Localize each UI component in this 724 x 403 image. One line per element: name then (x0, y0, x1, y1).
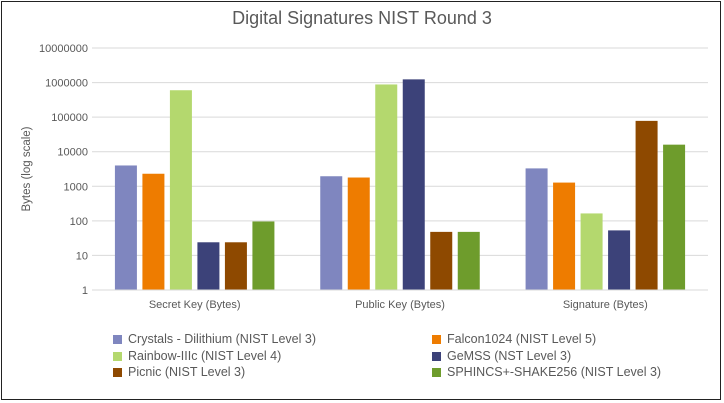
bar-crystals-1 (320, 176, 343, 290)
x-tick-label: Signature (Bytes) (563, 299, 648, 311)
bar-picnic-2 (635, 120, 658, 291)
bar-gemss-1 (402, 79, 425, 291)
x-tick-label: Secret Key (Bytes) (149, 299, 241, 311)
x-tick-label: Public Key (Bytes) (355, 299, 445, 311)
y-tick-label: 1000000 (45, 78, 88, 90)
bar-picnic-1 (430, 231, 453, 290)
bar-falcon1024-1 (347, 177, 370, 290)
bar-crystals-0 (114, 165, 137, 290)
bar-falcon1024-2 (553, 182, 576, 290)
y-tick-label: 100000 (51, 112, 88, 124)
bar-gemss-0 (197, 242, 220, 290)
y-tick-label: 1 (82, 285, 88, 297)
y-tick-label: 100 (70, 216, 88, 228)
bar-sphincs-shake256-0 (252, 221, 275, 290)
bar-rainbow-iiic-0 (169, 90, 192, 290)
y-tick-label: 10000000 (39, 43, 88, 55)
y-axis-label: Bytes (log scale) (21, 126, 33, 211)
chart-title: Digital Signatures NIST Round 3 (232, 8, 492, 28)
bar-crystals-2 (525, 168, 548, 290)
y-tick-label: 10 (76, 250, 88, 262)
bar-sphincs-shake256-1 (457, 231, 480, 290)
bar-rainbow-iiic-2 (580, 213, 603, 290)
bar-picnic-0 (224, 242, 247, 290)
bar-rainbow-iiic-1 (375, 84, 398, 291)
bar-falcon1024-0 (142, 173, 165, 290)
y-tick-label: 1000 (64, 181, 88, 193)
bar-gemss-2 (608, 230, 631, 290)
y-tick-label: 10000 (57, 147, 88, 159)
bar-sphincs-shake256-2 (663, 144, 686, 290)
